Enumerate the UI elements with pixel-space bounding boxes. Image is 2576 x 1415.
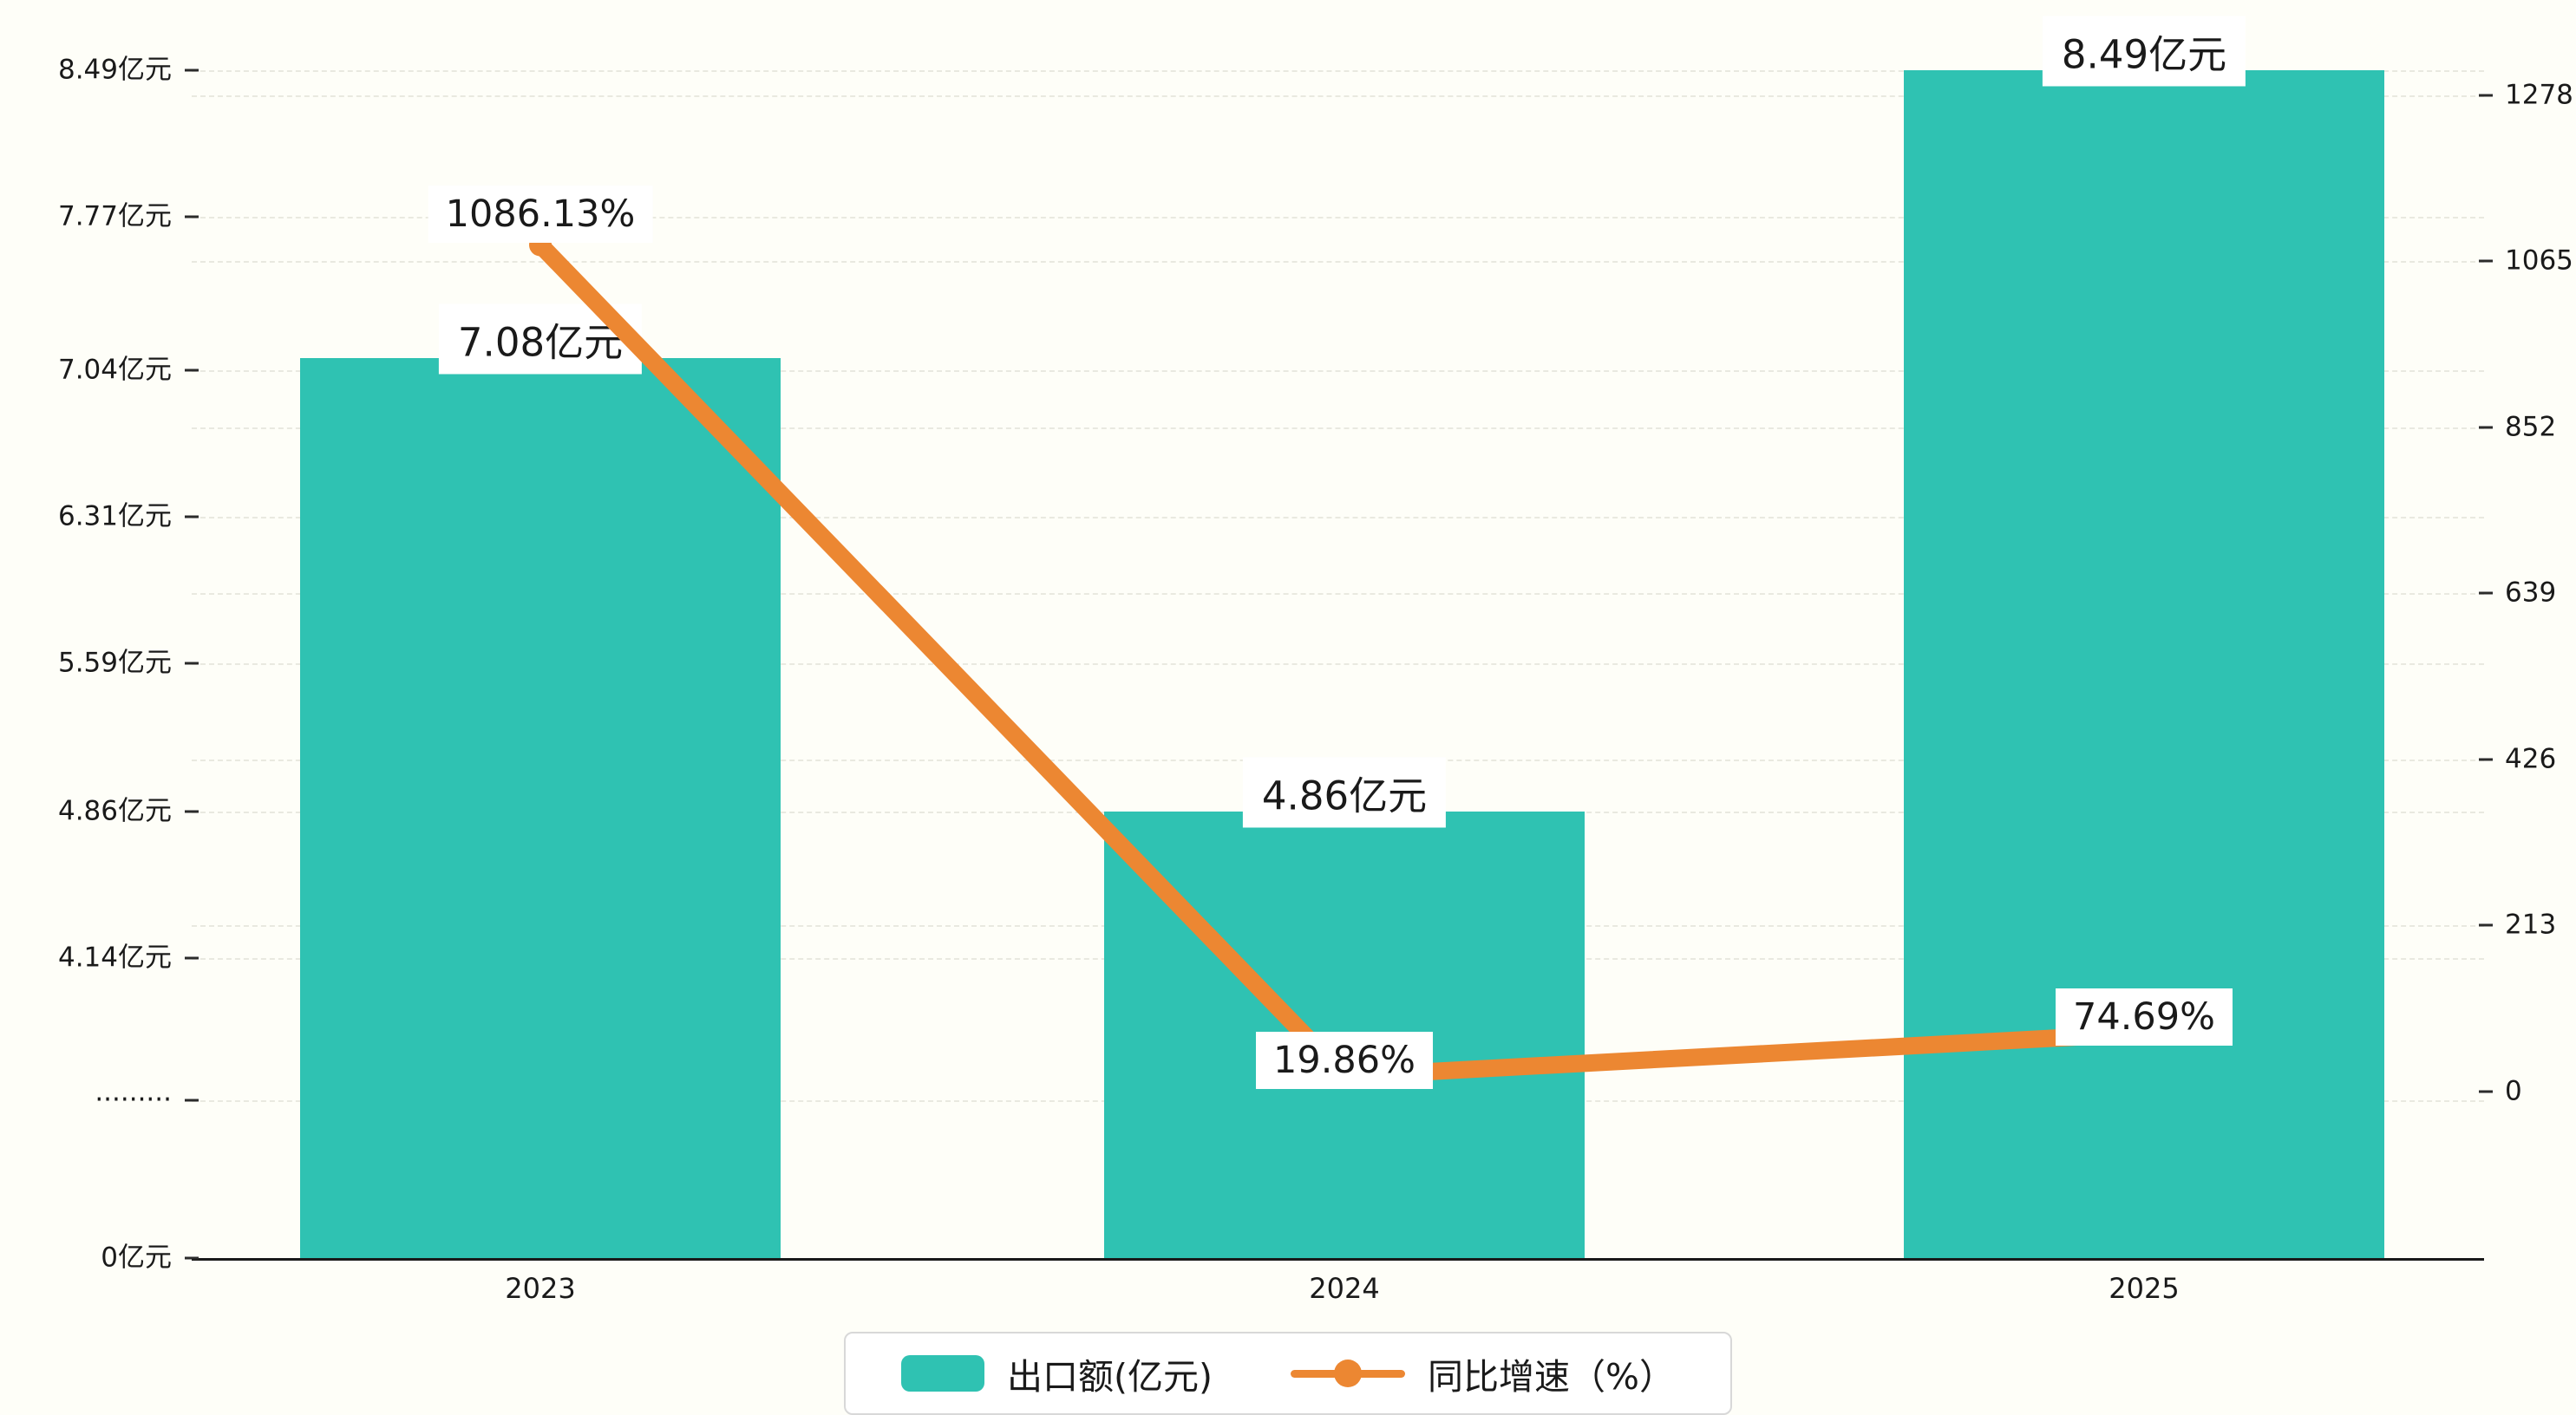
growth-value-label: 1086.13% [428, 185, 653, 243]
left-axis-label: 7.77亿元 [57, 200, 172, 232]
bar-value-label: 8.49亿元 [2042, 16, 2246, 87]
legend-item-growth[interactable]: 同比增速（%） [1291, 1347, 1675, 1399]
growth-value-label: 74.69% [2056, 988, 2233, 1046]
line-swatch-dot-icon [1334, 1360, 1363, 1387]
left-axis-tick [185, 368, 199, 372]
left-axis-label: 7.04亿元 [57, 354, 172, 386]
left-axis-label: 8.49亿元 [57, 54, 172, 86]
left-axis-tick [185, 1099, 199, 1102]
growth-value-label: 19.86% [1256, 1032, 1433, 1090]
x-axis-label-2024: 2024 [1309, 1272, 1380, 1305]
bar-series-swatch-icon [901, 1355, 985, 1392]
right-axis-label: 852 [2505, 411, 2557, 443]
line-series-swatch-icon [1291, 1355, 1406, 1392]
legend-label-export: 出口额(亿元) [1007, 1356, 1213, 1398]
gridline [192, 370, 2484, 372]
right-axis-label: 639 [2505, 577, 2557, 609]
left-axis-label: 4.14亿元 [57, 942, 172, 974]
gridline [192, 517, 2484, 518]
gridline [192, 663, 2484, 665]
left-axis-tick [185, 515, 199, 518]
right-axis-label: 426 [2505, 743, 2557, 775]
left-axis-tick [185, 810, 199, 813]
gridline [192, 261, 2484, 263]
x-axis-line [192, 1258, 2484, 1261]
right-axis-tick [2479, 923, 2493, 927]
right-axis-tick [2479, 1090, 2493, 1093]
legend-label-growth: 同比增速（%） [1428, 1356, 1675, 1398]
right-axis-label: 0 [2505, 1075, 2522, 1107]
gridline [192, 95, 2484, 97]
legend-item-export[interactable]: 出口额(亿元) [901, 1347, 1213, 1399]
right-axis-label: 1278 [2505, 79, 2573, 111]
gridline [192, 427, 2484, 429]
gridline [192, 70, 2484, 72]
right-axis-tick [2479, 94, 2493, 97]
x-axis-label-2023: 2023 [505, 1272, 576, 1305]
gridline [192, 593, 2484, 595]
x-axis-label-2025: 2025 [2109, 1272, 2180, 1305]
left-axis-tick [185, 1256, 199, 1260]
right-axis-label: 213 [2505, 909, 2557, 941]
bar-2025[interactable] [1904, 70, 2384, 1258]
left-axis-label: ········· [95, 1084, 172, 1116]
left-axis-label: 6.31亿元 [57, 500, 172, 532]
bar-value-label: 4.86亿元 [1242, 757, 1447, 827]
growth-line [532, 236, 2153, 1086]
right-axis-tick [2479, 758, 2493, 761]
right-axis-tick [2479, 591, 2493, 595]
left-axis-tick [185, 68, 199, 72]
left-axis-label: 5.59亿元 [57, 647, 172, 679]
left-axis-tick [185, 215, 199, 218]
left-axis-tick [185, 662, 199, 665]
left-axis-tick [185, 956, 199, 960]
right-axis-label: 1065 [2505, 245, 2573, 277]
left-axis-label: 4.86亿元 [57, 795, 172, 827]
right-axis-tick [2479, 426, 2493, 429]
bar-2023[interactable] [300, 357, 781, 1258]
legend: 出口额(亿元) 同比增速（%） [844, 1332, 1732, 1415]
gridline [192, 217, 2484, 218]
left-axis-label: 0亿元 [101, 1242, 172, 1274]
right-axis-tick [2479, 259, 2493, 263]
